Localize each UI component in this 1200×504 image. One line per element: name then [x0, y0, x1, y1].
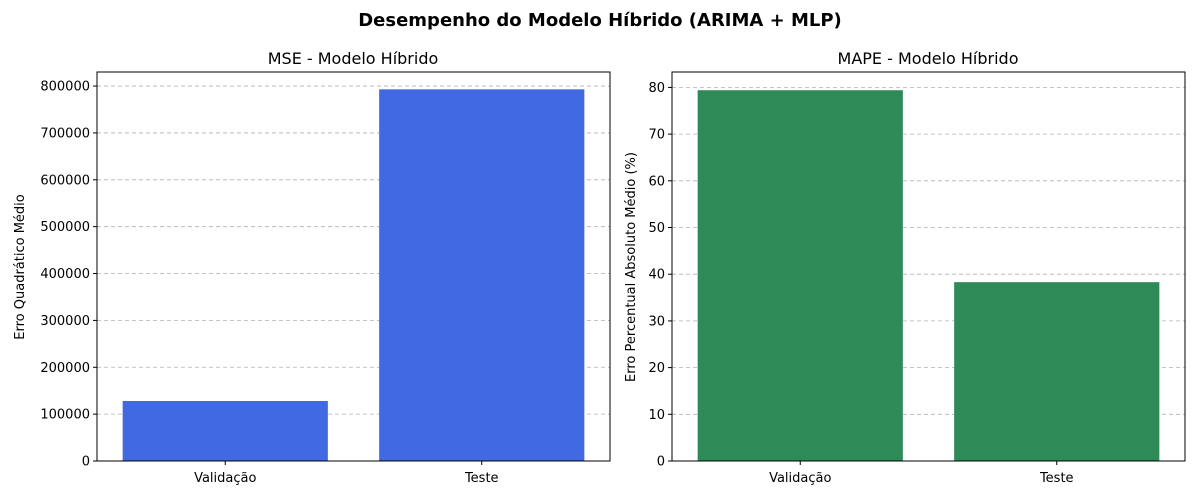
- mape-axes-frame: [671, 71, 1186, 462]
- mape-y-tick-label: 10: [648, 408, 665, 423]
- mse-x-tick-label: Validação: [194, 471, 256, 486]
- mape-y-tick-label: 20: [648, 361, 665, 376]
- mse-x-tick-label: Teste: [464, 471, 499, 486]
- mape-y-tick-label: 50: [648, 221, 665, 236]
- mse-chart-title: MSE - Modelo Híbrido: [268, 49, 439, 68]
- mape-y-tick-label: 60: [648, 174, 665, 189]
- mse-y-tick-label: 500000: [40, 220, 90, 235]
- mape-y-tick-label: 80: [648, 81, 665, 96]
- mape-y-tick-label: 0: [657, 455, 665, 470]
- mape-x-tick-label: Teste: [1039, 471, 1074, 486]
- mape-y-tick-label: 30: [648, 314, 665, 329]
- mse-bar-teste: [379, 89, 585, 461]
- mse-y-tick-label: 200000: [40, 361, 90, 376]
- mape-chart-title: MAPE - Modelo Híbrido: [838, 49, 1019, 68]
- mape-y-tick-label: 40: [648, 268, 665, 283]
- mse-bar-validacao: [122, 401, 328, 461]
- mape-bar-validacao: [697, 90, 903, 461]
- mse-y-tick-label: 600000: [40, 173, 90, 188]
- mse-y-tick-label: 0: [82, 455, 90, 470]
- mape-y-axis-label: Erro Percentual Absoluto Médio (%): [624, 152, 639, 382]
- mape-y-tick-label: 70: [648, 128, 665, 143]
- mse-y-tick-label: 800000: [40, 80, 90, 95]
- mape-x-tick-label: Validação: [769, 471, 831, 486]
- mape-chart-panel: MAPE - Modelo Híbrido Erro Percentual Ab…: [624, 49, 1186, 486]
- mse-y-tick-label: 300000: [40, 314, 90, 329]
- mse-axes-frame: [96, 71, 611, 462]
- mse-y-axis-label: Erro Quadrático Médio: [13, 194, 28, 339]
- mse-y-tick-label: 700000: [40, 126, 90, 141]
- mse-chart-panel: MSE - Modelo Híbrido Erro Quadrático Méd…: [13, 49, 611, 486]
- mape-bar-teste: [954, 282, 1160, 461]
- mse-y-tick-label: 100000: [40, 408, 90, 423]
- figure-title: Desempenho do Modelo Híbrido (ARIMA + ML…: [358, 10, 842, 31]
- mse-y-tick-label: 400000: [40, 267, 90, 282]
